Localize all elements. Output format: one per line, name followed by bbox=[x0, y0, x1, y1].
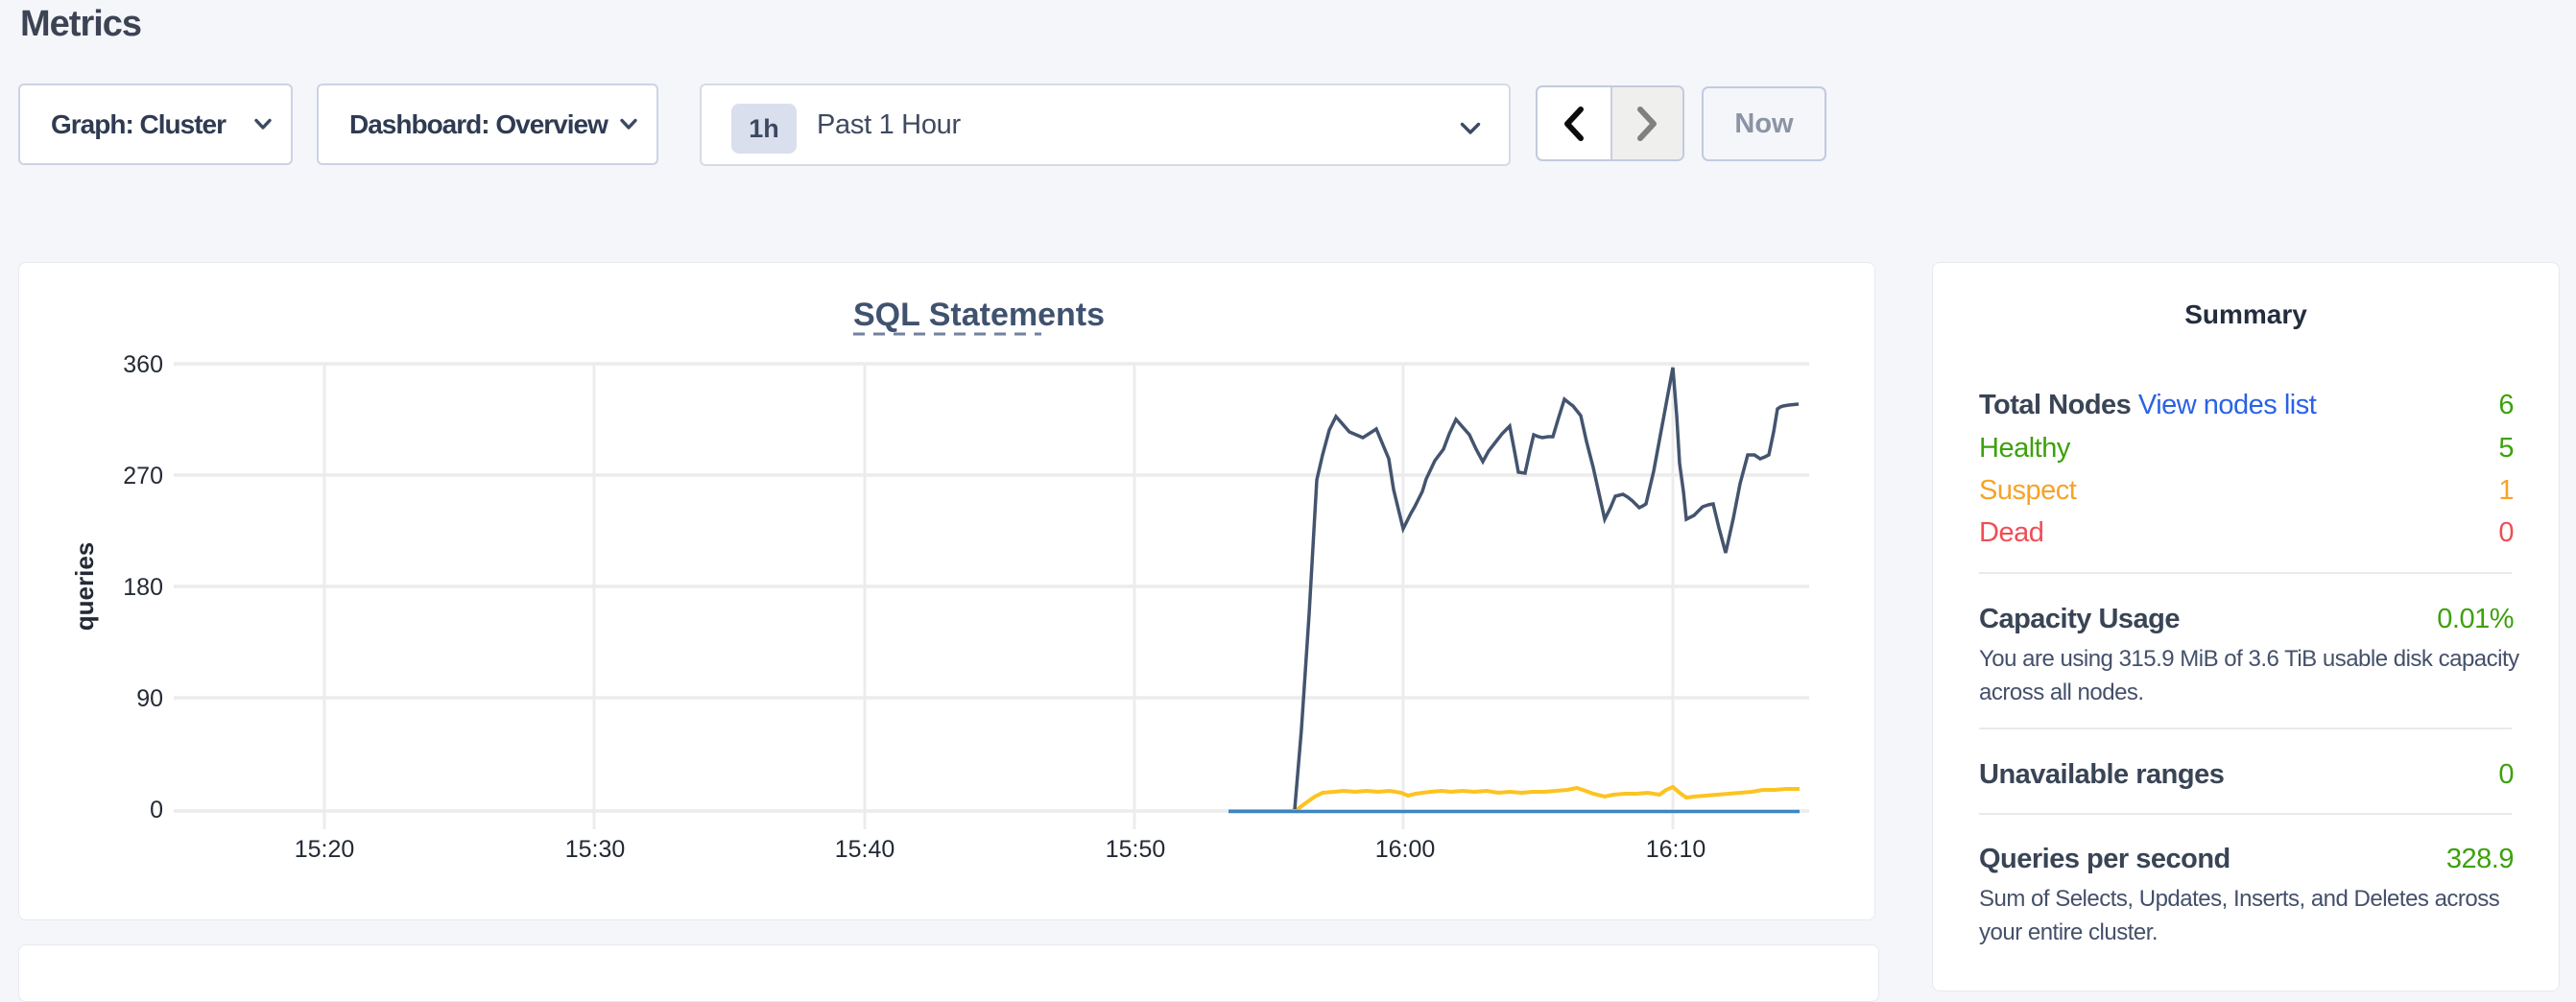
svg-text:16:10: 16:10 bbox=[1646, 836, 1706, 863]
svg-text:90: 90 bbox=[136, 685, 163, 712]
svg-text:0: 0 bbox=[150, 797, 163, 823]
svg-text:15:20: 15:20 bbox=[295, 836, 355, 863]
svg-text:270: 270 bbox=[123, 463, 163, 489]
svg-text:15:50: 15:50 bbox=[1106, 836, 1166, 863]
svg-text:15:40: 15:40 bbox=[835, 836, 895, 863]
svg-text:SQL Statements: SQL Statements bbox=[853, 297, 1105, 333]
svg-text:16:00: 16:00 bbox=[1375, 836, 1436, 863]
svg-text:15:30: 15:30 bbox=[565, 836, 626, 863]
svg-text:180: 180 bbox=[123, 574, 163, 601]
svg-text:queries: queries bbox=[70, 542, 99, 632]
svg-text:360: 360 bbox=[123, 351, 163, 378]
